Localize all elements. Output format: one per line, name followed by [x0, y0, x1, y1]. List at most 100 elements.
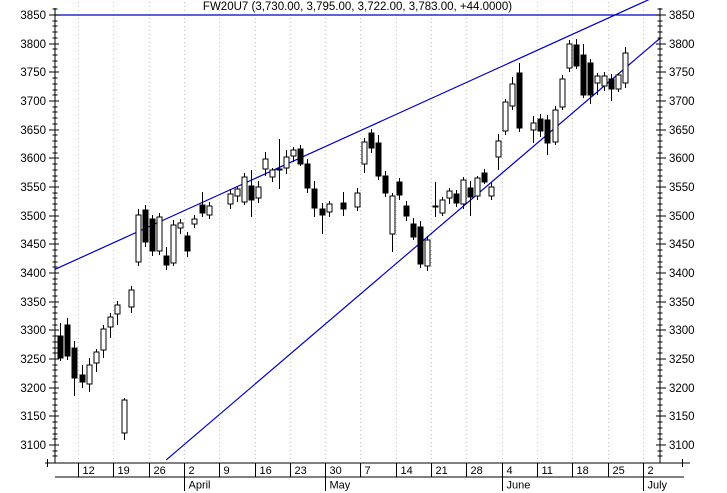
up-candle	[446, 190, 453, 199]
y-tick-label: 3100	[20, 440, 46, 452]
up-candle	[107, 316, 114, 328]
y-tick-label: 3350	[669, 297, 695, 309]
week-label: 16	[260, 465, 272, 477]
week-label: 30	[330, 465, 342, 477]
y-tick-label: 3250	[669, 354, 695, 366]
y-tick-label: 3450	[669, 239, 695, 251]
down-candle	[340, 202, 347, 210]
down-candle	[199, 204, 206, 214]
chart-title: FW20U7 (3,730.00, 3,795.00, 3,722.00, 3,…	[202, 1, 513, 13]
up-candle	[615, 74, 622, 90]
up-candle	[488, 186, 495, 197]
up-candle	[121, 399, 128, 434]
down-candle	[297, 148, 304, 165]
y-tick-label: 3750	[20, 67, 46, 79]
up-candle	[594, 75, 601, 84]
y-tick-label: 3550	[20, 182, 46, 194]
month-label: April	[189, 480, 211, 492]
y-tick-label: 3250	[20, 354, 46, 366]
down-candle	[142, 209, 149, 243]
week-label: 21	[436, 465, 448, 477]
up-candle	[460, 179, 467, 205]
week-label: 14	[401, 465, 413, 477]
down-candle	[432, 205, 439, 208]
month-label: May	[330, 480, 351, 492]
down-candle	[368, 132, 375, 149]
up-candle	[177, 222, 184, 229]
down-candle	[71, 347, 78, 379]
y-tick-label: 3850	[20, 10, 46, 22]
y-tick-label: 3400	[20, 268, 46, 280]
week-label: 11	[542, 465, 553, 477]
down-candle	[417, 226, 424, 265]
up-candle	[100, 328, 107, 351]
down-candle	[403, 205, 410, 217]
up-candle	[361, 141, 368, 165]
up-candle	[93, 351, 100, 364]
y-tick-label: 3600	[20, 153, 46, 165]
up-candle	[502, 101, 509, 132]
up-candle	[622, 52, 629, 84]
up-candle	[283, 156, 290, 169]
week-label: 25	[613, 465, 625, 477]
y-tick-label: 3550	[669, 182, 695, 194]
down-candle	[319, 208, 326, 216]
down-candle	[396, 181, 403, 196]
y-tick-label: 3400	[669, 268, 695, 280]
up-candle	[234, 188, 241, 197]
week-label: 19	[118, 465, 130, 477]
up-candle	[135, 214, 142, 263]
week-label: 2	[189, 465, 195, 477]
week-label: 4	[507, 465, 513, 477]
down-candle	[573, 44, 580, 67]
up-candle	[439, 199, 446, 214]
down-candle	[382, 175, 389, 194]
week-label: 28	[471, 465, 483, 477]
up-candle	[262, 158, 269, 170]
up-candle	[290, 149, 297, 157]
week-label: 7	[365, 465, 371, 477]
down-candle	[311, 188, 318, 209]
up-candle	[206, 205, 213, 216]
up-candle	[474, 177, 481, 197]
up-candle	[170, 224, 177, 264]
y-tick-label: 3650	[669, 125, 695, 137]
y-tick-label: 3600	[669, 153, 695, 165]
down-candle	[516, 72, 523, 129]
down-candle	[481, 172, 488, 183]
time-axis-labels: 12 19 26 2 April 9 16 23 30 May 7 14 21 28 4 June 11 18 25…	[83, 465, 668, 492]
down-candle	[410, 223, 417, 238]
y-tick-label: 3850	[669, 10, 695, 22]
y-tick-label: 3200	[669, 383, 695, 395]
y-tick-label: 3500	[20, 211, 46, 223]
y-tick-label: 3200	[20, 383, 46, 395]
up-candle	[191, 218, 198, 225]
up-candle	[241, 176, 248, 203]
y-tick-label: 3750	[669, 67, 695, 79]
down-candle	[467, 187, 474, 198]
down-candle	[608, 78, 615, 90]
up-candle	[424, 239, 431, 267]
y-tick-label: 3500	[669, 211, 695, 223]
up-candle	[255, 186, 262, 199]
down-candle	[304, 163, 311, 189]
up-candle	[509, 83, 516, 107]
lower-channel-trendline	[165, 37, 660, 461]
down-candle	[184, 235, 191, 252]
y-tick-label: 3450	[20, 239, 46, 251]
up-candle	[128, 289, 135, 308]
up-candle	[156, 216, 163, 252]
up-candle	[552, 109, 559, 143]
axes-layer	[49, 8, 666, 463]
up-candle	[114, 304, 121, 315]
down-candle	[248, 185, 255, 201]
y-tick-label: 3700	[669, 96, 695, 108]
down-candle	[580, 54, 587, 96]
up-candle	[601, 75, 608, 87]
up-candle	[86, 364, 93, 385]
y-tick-label: 3300	[669, 325, 695, 337]
down-candle	[587, 62, 594, 96]
up-candle	[326, 203, 333, 213]
